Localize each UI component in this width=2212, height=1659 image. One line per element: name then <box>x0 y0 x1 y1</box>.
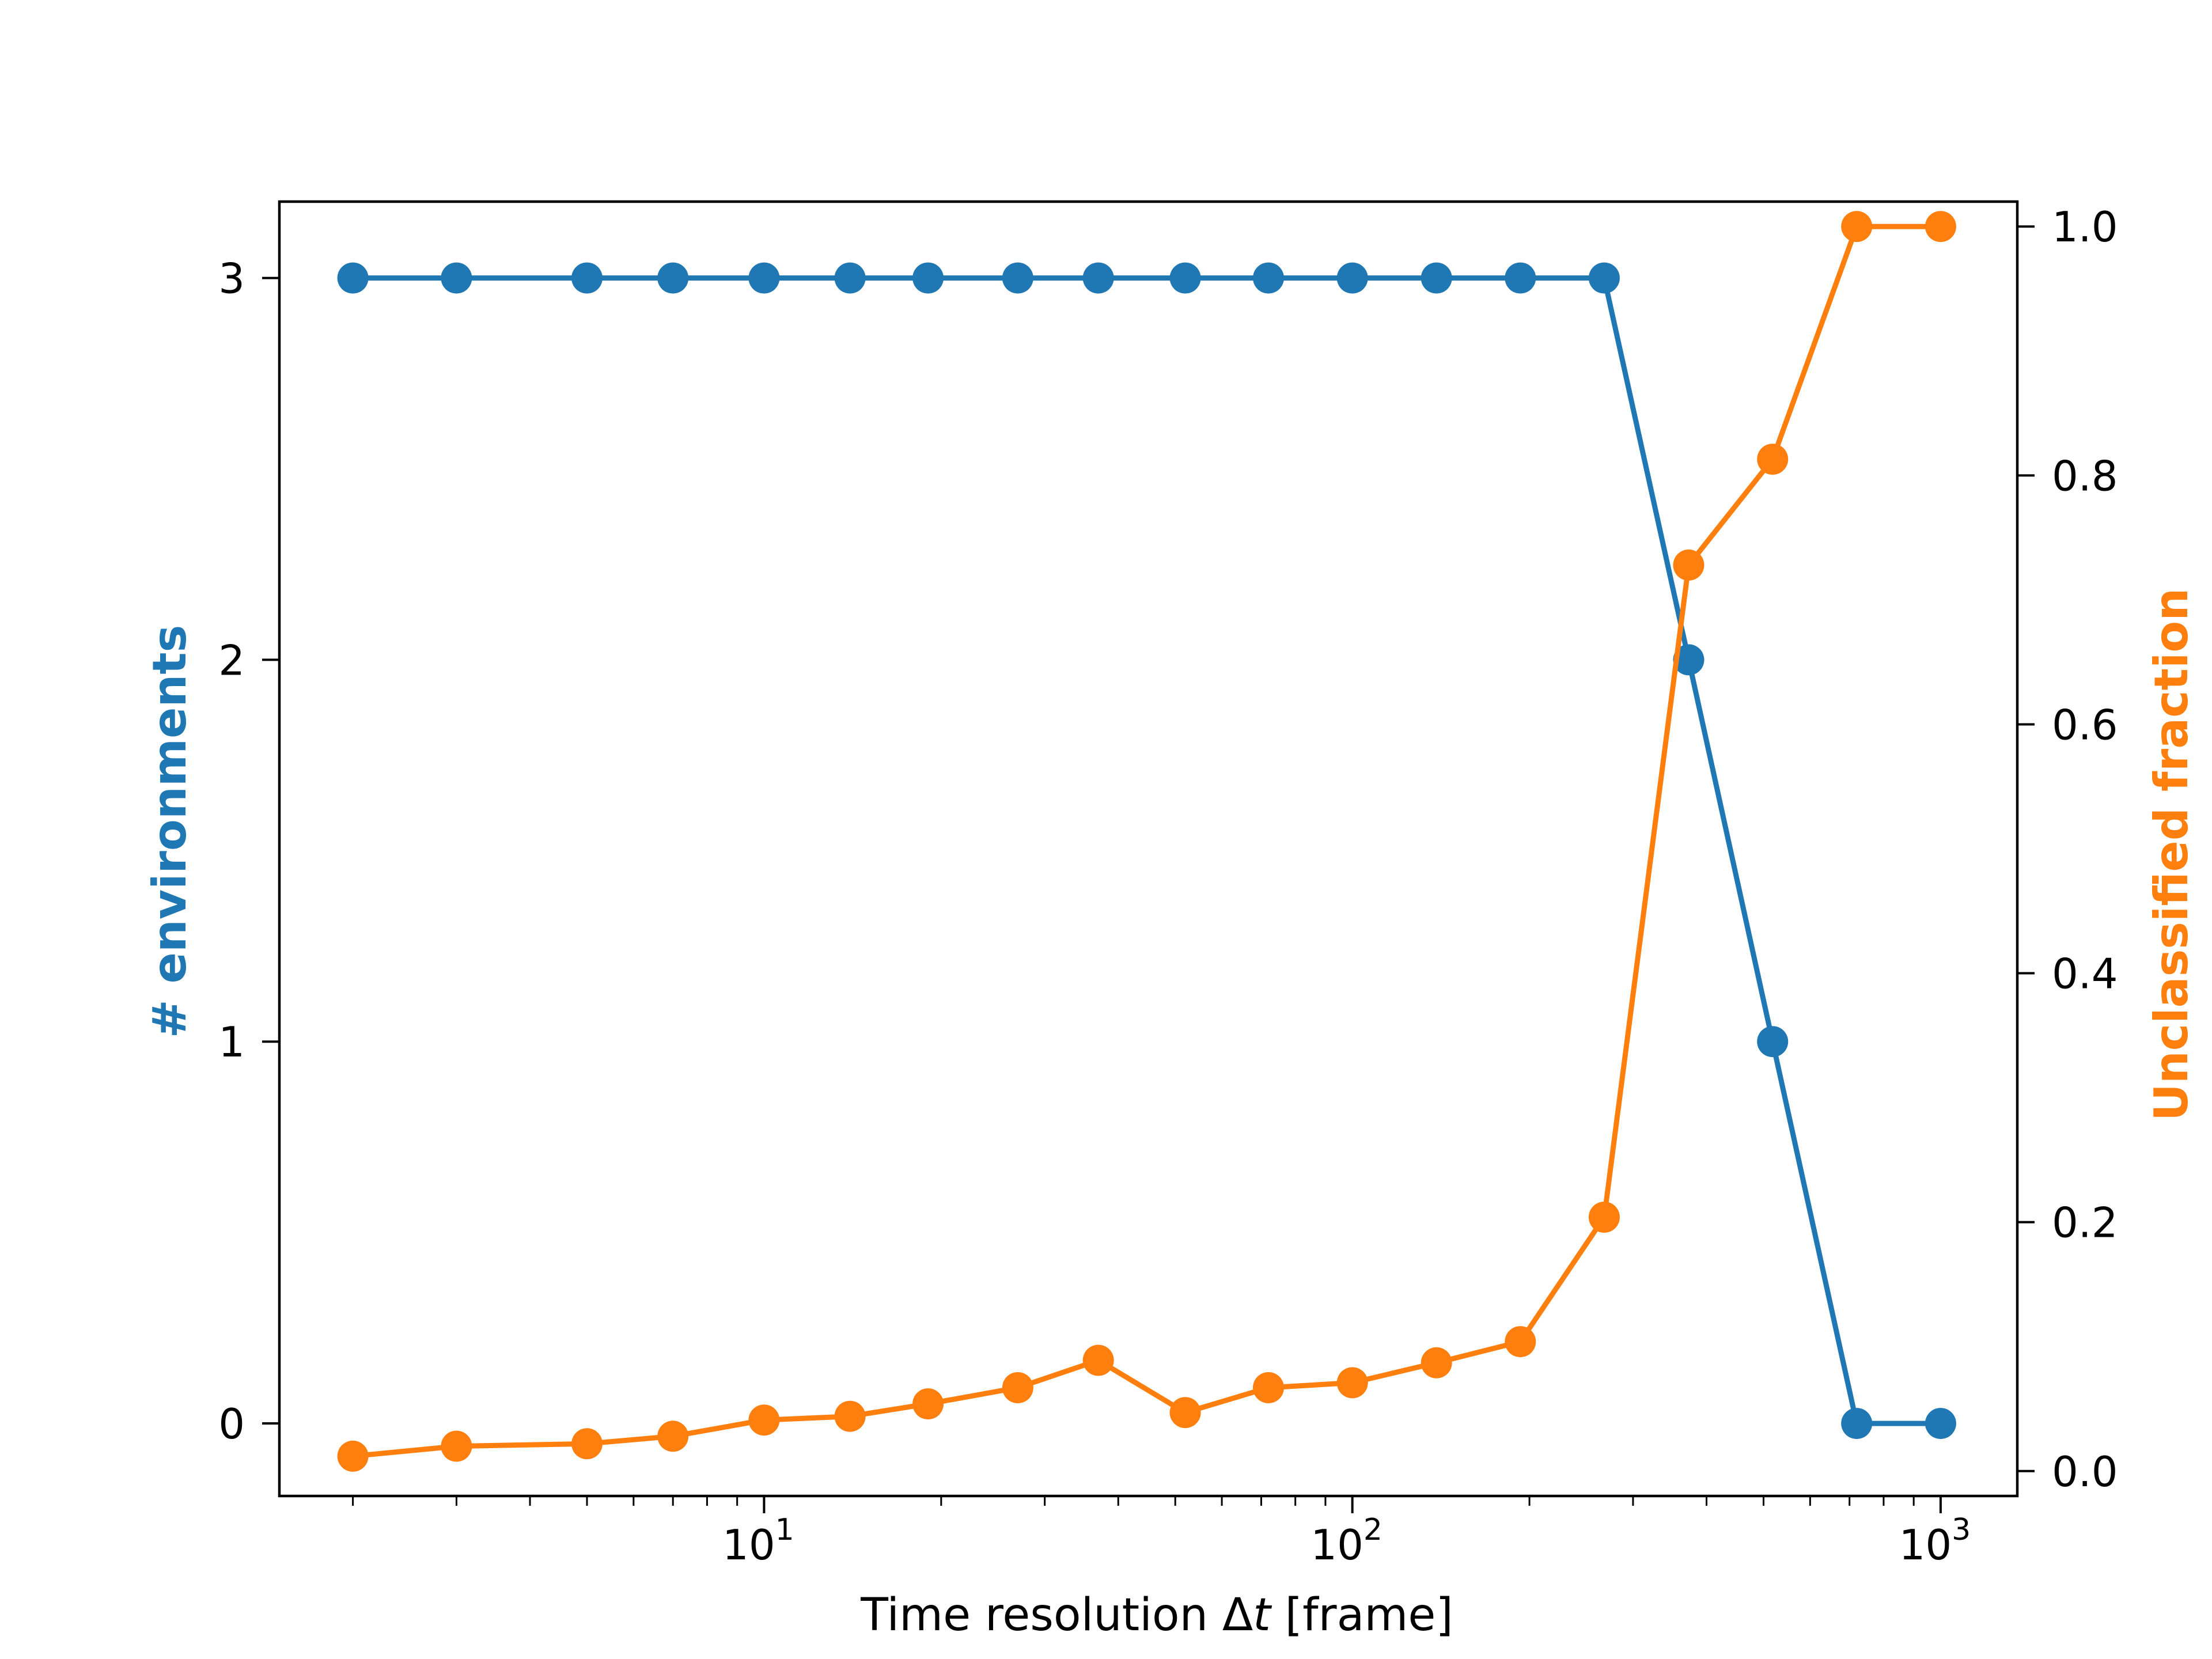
x-tick-label: 102 <box>1310 1513 1382 1569</box>
series-right-point <box>1588 1202 1620 1233</box>
y-left-tick-label: 1 <box>218 1018 245 1066</box>
series-left-point <box>1421 262 1452 294</box>
series-right-point <box>1841 211 1873 243</box>
series-right-point <box>337 1440 369 1472</box>
series-right-point <box>1082 1344 1114 1376</box>
series-left-point <box>441 262 472 294</box>
series-left-point <box>337 262 369 294</box>
series-left-point <box>1925 1408 1956 1440</box>
series-left-point <box>1169 262 1201 294</box>
series-left-point <box>657 262 689 294</box>
y-right-tick-label: 0.4 <box>2052 950 2118 998</box>
y-left-tick-label: 3 <box>218 255 245 303</box>
series-right-group <box>337 211 1956 1472</box>
x-tick-label: 103 <box>1899 1513 1971 1569</box>
series-right-point <box>657 1421 689 1452</box>
series-left-point <box>1757 1026 1789 1058</box>
x-axis-label: Time resolution Δt [frame] <box>860 1589 1453 1641</box>
series-right-point <box>1505 1326 1536 1358</box>
series-right-point <box>441 1430 472 1462</box>
series-right-point <box>834 1400 866 1432</box>
series-right-point <box>1002 1372 1033 1403</box>
series-left-point <box>912 262 944 294</box>
series-left-point <box>1002 262 1033 294</box>
y-right-tick-label: 1.0 <box>2052 203 2118 251</box>
series-right-point <box>1253 1372 1284 1403</box>
y-right-tick-label: 0.0 <box>2052 1448 2118 1496</box>
series-left-point <box>1082 262 1114 294</box>
plot-frame <box>278 200 2019 1498</box>
series-left-point <box>1841 1408 1873 1440</box>
y-axis-left-label: # environments <box>143 625 196 1038</box>
series-right-point <box>1169 1397 1201 1429</box>
series-left-point <box>1336 262 1368 294</box>
series-right-point <box>748 1404 780 1436</box>
series-right-point <box>1673 549 1705 581</box>
series-left-group <box>337 262 1956 1440</box>
series-right-point <box>1336 1367 1368 1399</box>
y-left-tick-label: 2 <box>218 636 245 684</box>
series-right-point <box>1421 1347 1452 1378</box>
series-left-point <box>1253 262 1284 294</box>
y-left-tick-label: 0 <box>218 1400 245 1448</box>
ticks-layer: 101 102 103 0 1 2 3 0.0 0.2 0.4 0.6 0.8 1.0 <box>218 203 2118 1569</box>
series-left-point <box>1505 262 1536 294</box>
y-right-tick-label: 0.2 <box>2052 1199 2118 1247</box>
y-right-tick-label: 0.8 <box>2052 452 2118 500</box>
series-right-point <box>571 1428 603 1460</box>
series-right-point <box>1757 444 1789 475</box>
x-tick-label: 101 <box>722 1513 794 1569</box>
series-right-point <box>1925 211 1956 243</box>
y-right-tick-label: 0.6 <box>2052 700 2118 749</box>
series-left-point <box>1673 644 1705 676</box>
series-left-point <box>748 262 780 294</box>
series-right-point <box>912 1388 944 1420</box>
series-layer <box>337 211 1956 1472</box>
y-axis-right-label: Unclassified fraction <box>2145 588 2198 1121</box>
series-left-point <box>571 262 603 294</box>
series-left-point <box>834 262 866 294</box>
series-left-point <box>1588 262 1620 294</box>
